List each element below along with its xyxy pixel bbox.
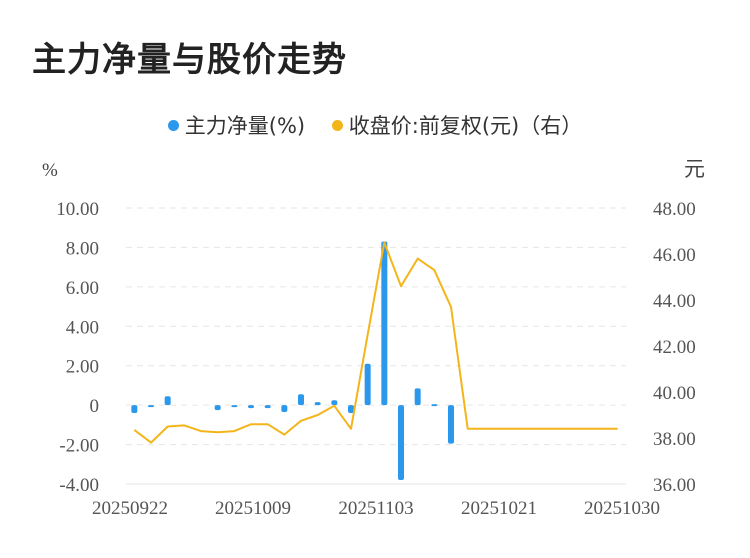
- net-flow-bar: [398, 405, 404, 481]
- net-flow-bar: [448, 405, 454, 444]
- right-tick-label: 48.00: [653, 199, 696, 220]
- right-tick-label: 40.00: [653, 383, 696, 404]
- x-tick-label: 20251009: [215, 498, 291, 519]
- legend-dot-icon: [167, 119, 179, 131]
- net-flow-bar: [164, 396, 171, 406]
- left-tick-label: 8.00: [66, 238, 99, 259]
- legend-label-net-flow: 主力净量(%): [184, 114, 306, 138]
- legend-item-close-price[interactable]: 收盘价:前复权(元)（右）: [331, 110, 583, 140]
- x-tick-label: 20250922: [92, 498, 168, 519]
- net-flow-bar: [214, 405, 221, 411]
- net-flow-bar: [131, 405, 138, 414]
- net-flow-bar: [314, 402, 321, 406]
- legend-dot-icon: [331, 119, 343, 131]
- right-tick-label: 46.00: [653, 245, 696, 266]
- chart-legend: 主力净量(%) 收盘价:前复权(元)（右）: [0, 110, 750, 140]
- right-tick-label: 36.00: [653, 475, 696, 496]
- net-flow-bar: [381, 241, 388, 406]
- left-tick-label: 6.00: [66, 278, 99, 299]
- net-flow-bar: [148, 405, 154, 408]
- x-tick-label: 20251103: [338, 498, 413, 519]
- legend-item-net-flow[interactable]: 主力净量(%): [167, 110, 306, 140]
- net-flow-bar: [431, 404, 438, 407]
- left-tick-label: -4.00: [59, 475, 99, 496]
- page-title: 主力净量与股价走势: [32, 40, 347, 80]
- legend-label-close-price: 收盘价:前复权(元)（右）: [348, 114, 583, 138]
- net-flow-bar: [364, 363, 371, 406]
- left-tick-label: 2.00: [66, 357, 99, 378]
- x-tick-label: 20251021: [461, 498, 537, 519]
- net-flow-bar: [264, 405, 271, 409]
- right-tick-label: 44.00: [653, 291, 696, 312]
- net-flow-bar: [231, 405, 238, 408]
- net-flow-bar: [281, 405, 288, 413]
- left-axis-unit: %: [42, 160, 58, 181]
- net-flow-bar: [348, 405, 354, 414]
- x-tick-label: 20251030: [584, 498, 660, 519]
- right-tick-label: 42.00: [653, 337, 696, 358]
- right-axis-unit: 元: [684, 157, 705, 181]
- left-tick-label: 0: [90, 396, 100, 417]
- net-flow-bar: [331, 400, 338, 406]
- left-tick-label: 10.00: [56, 199, 99, 220]
- net-flow-bar: [248, 405, 254, 409]
- right-tick-label: 38.00: [653, 429, 696, 450]
- left-tick-label: -2.00: [59, 436, 99, 457]
- left-tick-label: 4.00: [66, 317, 99, 338]
- net-flow-bar: [414, 388, 421, 406]
- close-price-line: [133, 241, 618, 444]
- net-flow-bar: [298, 394, 304, 406]
